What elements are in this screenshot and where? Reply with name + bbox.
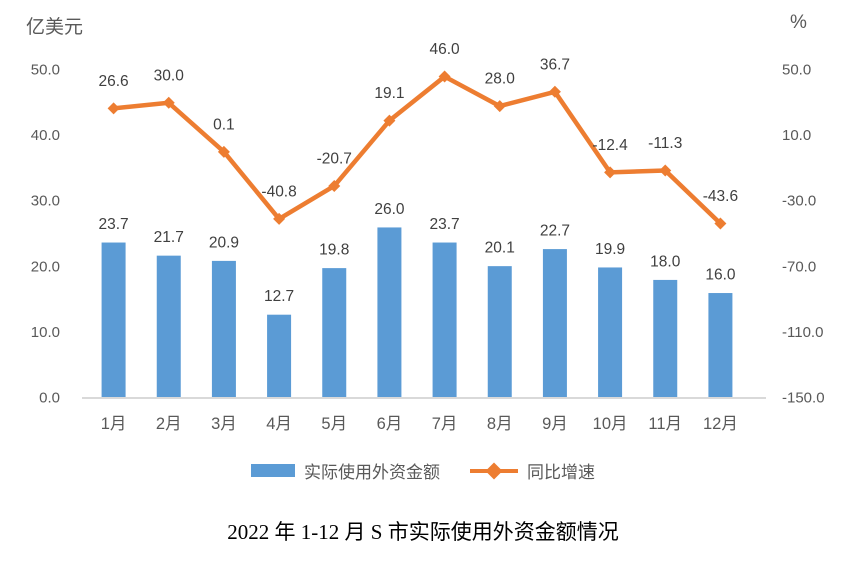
legend-item-line-series: 同比增速 (470, 458, 595, 483)
left-axis-tick-label: 50.0 (31, 62, 60, 79)
diamond-marker-month-9 (548, 85, 561, 98)
left-axis-tick-label: 0.0 (39, 390, 60, 407)
left-axis-tick-label: 10.0 (31, 324, 60, 341)
bar-month-11 (653, 279, 678, 398)
left-axis-unit-label: 亿美元 (26, 17, 84, 38)
left-axis-tick-label: 30.0 (31, 193, 60, 210)
x-axis-category-label: 2月 (156, 415, 182, 433)
combo-bar-line-chart: 23.7 21.7 20.9 12.7 19.8 26.0 23.7 20.1 22.7 19.9… (31, 41, 825, 433)
diamond-marker-month-12 (714, 217, 727, 230)
line-data-label: 46.0 (429, 41, 460, 58)
bar-data-label: 18.0 (650, 253, 681, 270)
bar-month-8 (487, 266, 512, 398)
x-axis-category-label: 11月 (648, 415, 682, 433)
legend-item-bar-series: 实际使用外资金额 (251, 458, 440, 483)
line-data-label: -40.8 (261, 183, 296, 200)
x-axis-category-label: 1月 (101, 415, 127, 433)
x-axis-category-label: 7月 (432, 415, 458, 433)
right-axis-tick-label: -150.0 (782, 390, 825, 407)
x-axis-category-label: 3月 (211, 415, 237, 433)
x-axis-category-label: 12月 (703, 415, 738, 433)
diamond-marker-month-2 (162, 96, 175, 109)
diamond-marker-month-10 (604, 166, 617, 179)
right-axis-tick-label: -110.0 (782, 324, 823, 341)
bar-month-12 (708, 293, 733, 398)
right-axis-unit-label: % (790, 12, 807, 33)
bar-data-label: 12.7 (264, 288, 294, 305)
bar-month-5 (322, 268, 347, 398)
bar-data-label: 19.8 (319, 242, 349, 259)
line-data-label: -11.3 (648, 135, 682, 152)
bar-data-label: 19.9 (595, 241, 625, 258)
line-data-label: 28.0 (485, 71, 516, 88)
bar-month-10 (598, 267, 623, 398)
growth-rate-line (111, 74, 723, 226)
line-data-label: 0.1 (213, 116, 235, 133)
right-axis-tick-label: 10.0 (782, 127, 811, 144)
diamond-marker-icon (485, 462, 503, 479)
diamond-marker-month-4 (273, 212, 286, 225)
diamond-marker-month-3 (217, 145, 230, 158)
diamond-marker-month-6 (383, 114, 396, 127)
x-axis-category-label: 4月 (266, 415, 292, 433)
bar-month-1 (101, 242, 126, 398)
line-data-label: -20.7 (317, 150, 352, 167)
legend-label-bar-series: 实际使用外资金额 (304, 463, 440, 482)
diamond-marker-month-1 (107, 102, 120, 115)
legend-label-line-series: 同比增速 (527, 463, 595, 482)
line-data-label: -43.6 (703, 188, 738, 205)
right-axis-tick-label: 50.0 (782, 62, 811, 79)
bar-data-label: 22.7 (540, 223, 570, 240)
line-series-swatch (470, 462, 518, 479)
bar-data-label: 21.7 (154, 229, 184, 246)
right-axis-tick-label: -70.0 (782, 258, 816, 275)
bar-month-9 (542, 249, 567, 398)
line-data-label: 36.7 (540, 56, 570, 73)
right-axis-tick-label: -30.0 (782, 193, 816, 210)
x-axis-category-label: 8月 (487, 415, 513, 433)
bar-data-label: 23.7 (98, 216, 128, 233)
bar-month-4 (267, 314, 292, 398)
chart-title: 2022 年 1-12 月 S 市实际使用外资金额情况 (227, 520, 619, 544)
bar-month-7 (432, 242, 457, 398)
x-axis-category-label: 6月 (377, 415, 403, 433)
bar-data-label: 20.9 (209, 234, 239, 251)
bar-month-6 (377, 227, 402, 398)
diamond-marker-month-8 (493, 100, 506, 113)
bar-month-2 (156, 255, 181, 398)
left-axis-tick-label: 20.0 (31, 258, 60, 275)
bar-series-swatch (251, 464, 295, 477)
line-data-label: 26.6 (98, 73, 128, 90)
diamond-marker-month-11 (659, 164, 672, 177)
bar-data-label: 23.7 (429, 216, 459, 233)
legend: 实际使用外资金额 同比增速 (0, 458, 846, 483)
line-data-label: 30.0 (154, 67, 185, 84)
bar-data-label: 26.0 (374, 201, 405, 218)
x-axis-category-label: 5月 (321, 415, 347, 433)
diamond-marker-month-7 (438, 70, 451, 83)
line-data-label: -12.4 (592, 137, 628, 154)
left-axis-tick-label: 40.0 (31, 127, 60, 144)
diamond-marker-month-5 (328, 179, 341, 192)
bar-data-label: 20.1 (485, 240, 515, 257)
bar-data-label: 16.0 (705, 267, 736, 284)
x-axis-category-label: 9月 (542, 415, 568, 433)
x-axis-category-label: 10月 (593, 415, 628, 433)
bar-month-3 (211, 260, 236, 398)
line-data-label: 19.1 (374, 85, 404, 102)
